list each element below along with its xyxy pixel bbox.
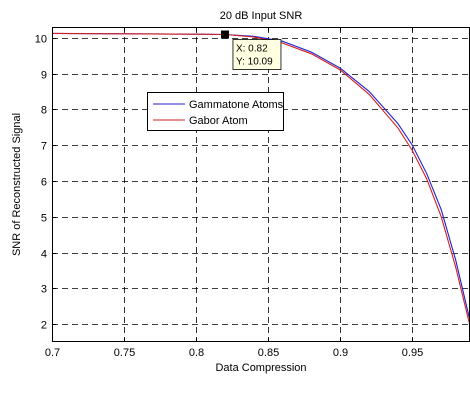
x-axis-label: Data Compression <box>215 362 306 374</box>
y-tick-label: 5 <box>41 213 47 225</box>
x-tick-label: 0.95 <box>402 347 423 359</box>
y-tick-label: 9 <box>41 70 47 82</box>
series-line-1 <box>51 32 470 327</box>
legend: Gammatone Atoms Gabor Atom <box>147 92 284 131</box>
chart-title: 20 dB Input SNR <box>220 10 303 22</box>
x-tick-label: 0.75 <box>114 347 135 359</box>
x-tick-label: 0.9 <box>333 347 348 359</box>
legend-label-gammatone: Gammatone Atoms <box>189 99 284 111</box>
y-tick-label: 10 <box>35 34 47 46</box>
datatip-x-value: X: 0.82 <box>236 44 268 55</box>
legend-label-gabor: Gabor Atom <box>189 115 248 127</box>
series-lines <box>51 32 470 327</box>
y-tick-label: 6 <box>41 177 47 189</box>
y-tick-label: 3 <box>41 284 47 296</box>
grid <box>52 27 470 342</box>
datatip[interactable]: X: 0.82 Y: 10.09 <box>220 30 282 70</box>
y-tick-label: 8 <box>41 105 47 117</box>
legend-box <box>147 92 284 131</box>
x-axis-ticks: 0.7 0.75 0.8 0.85 0.9 0.95 <box>45 27 423 359</box>
datatip-box <box>232 39 282 70</box>
plot-area <box>52 27 470 342</box>
y-axis-label: SNR of Reconstructed Signal <box>11 113 23 256</box>
datatip-y-value: Y: 10.09 <box>236 57 273 68</box>
y-axis-ticks: 2 3 4 5 6 7 8 9 10 <box>35 34 56 332</box>
x-tick-label: 0.7 <box>45 347 60 359</box>
y-tick-label: 4 <box>41 249 47 261</box>
x-tick-label: 0.8 <box>189 347 204 359</box>
y-tick-label: 7 <box>41 141 47 153</box>
x-tick-label: 0.85 <box>258 347 279 359</box>
datatip-marker[interactable] <box>220 30 229 39</box>
y-tick-label: 2 <box>41 320 47 332</box>
